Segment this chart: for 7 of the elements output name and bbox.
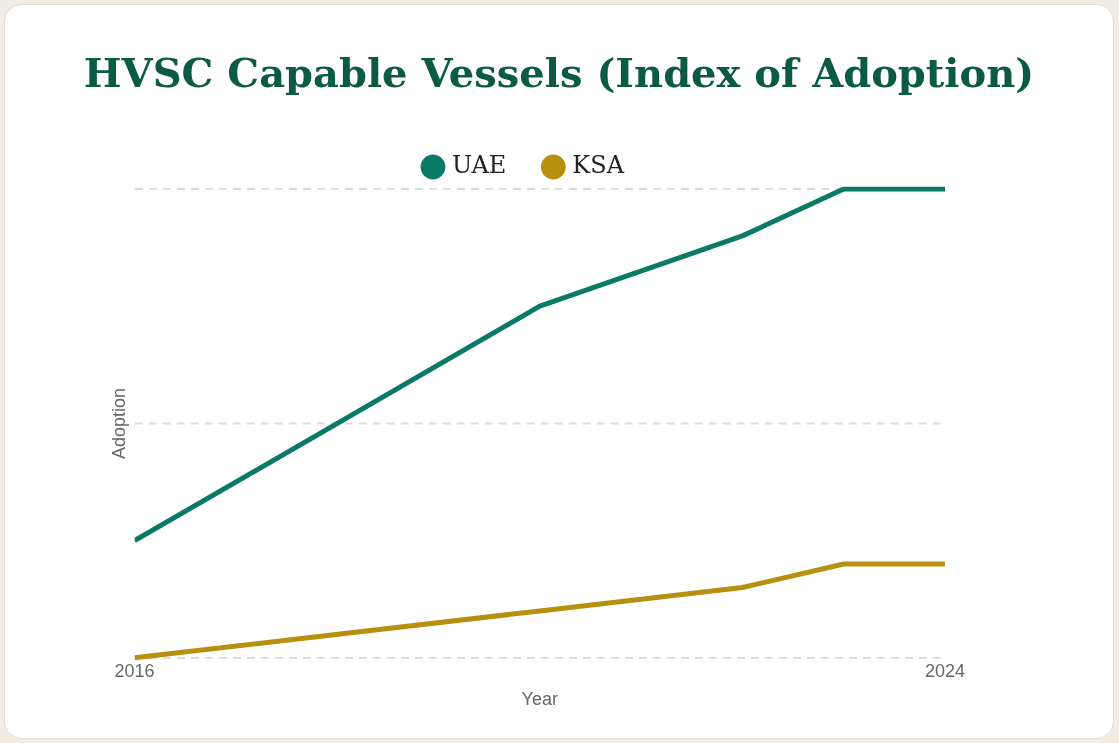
x-tick-label: 2024 <box>924 660 966 681</box>
x-tick-label: 2016 <box>114 660 155 681</box>
x-axis-title: Year <box>521 689 558 710</box>
legend-label: UAE <box>451 151 507 180</box>
legend-label: KSA <box>572 151 625 180</box>
chart-title: HVSC Capable Vessels (Index of Adoption) <box>82 49 1036 96</box>
y-axis-title: Adoption <box>108 387 129 459</box>
